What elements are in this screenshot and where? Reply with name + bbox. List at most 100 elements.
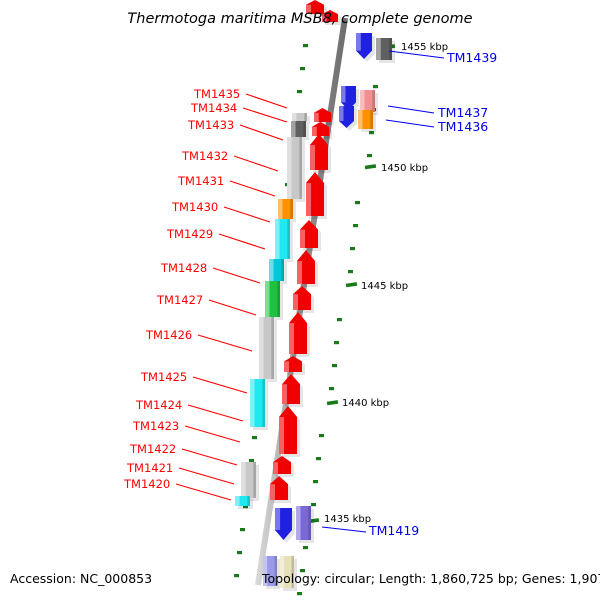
gene-glyph-red-1-highlight: [312, 126, 317, 136]
ruler-tick-minor: [367, 154, 372, 158]
ruler-tick-minor: [350, 247, 355, 251]
gene-glyph-red-7-highlight: [289, 323, 295, 354]
gene-glyph-red-12[interactable]: [270, 476, 288, 500]
gene-glyph-red-11[interactable]: [273, 456, 291, 474]
ruler-tick-minor: [329, 387, 334, 391]
gene-glyph-inner-4[interactable]: [275, 219, 290, 259]
gene-label-TM1439[interactable]: TM1439: [446, 50, 497, 65]
gene-glyph-red-10[interactable]: [279, 406, 297, 454]
gene-glyph-TM1419b-box[interactable]: [296, 506, 311, 540]
ruler-label: 1435 kbp: [324, 514, 371, 525]
gene-glyph-TM1440-arrow[interactable]: [356, 33, 372, 59]
gene-glyph-red-0[interactable]: [314, 108, 331, 122]
gene-glyph-TM1436-box[interactable]: [358, 110, 373, 129]
gene-glyph-inner-9-highlight: [241, 462, 246, 498]
gene-feature-column-right[interactable]: [263, 33, 395, 591]
gene-label-TM1426[interactable]: TM1426: [145, 328, 192, 342]
gene-feature-column-red-top[interactable]: [306, 0, 341, 25]
gene-glyph-inner-5-shade: [281, 259, 284, 281]
gene-glyph-red-6-highlight: [293, 294, 299, 310]
gene-label-TM1422[interactable]: TM1422: [129, 442, 176, 456]
gene-label-TM1436[interactable]: TM1436: [437, 119, 488, 134]
gene-glyph-inner-10-shade: [247, 496, 250, 506]
gene-label-TM1425[interactable]: TM1425: [140, 370, 187, 384]
gene-glyph-red-3[interactable]: [306, 172, 324, 216]
gene-label-TM1420[interactable]: TM1420: [123, 477, 170, 491]
gene-label-TM1423[interactable]: TM1423: [132, 419, 179, 433]
gene-glyph-inner-5[interactable]: [269, 259, 284, 281]
gene-glyph-TM1417-box[interactable]: [280, 556, 294, 588]
gene-label-TM1432[interactable]: TM1432: [181, 149, 228, 163]
gene-glyph-red-5[interactable]: [297, 250, 315, 284]
gene-glyph-inner-1[interactable]: [291, 121, 306, 137]
gene-label-TM1424[interactable]: TM1424: [135, 398, 182, 412]
gene-label-TM1434[interactable]: TM1434: [190, 101, 237, 115]
gene-glyph-inner-2-shade: [299, 137, 302, 199]
ruler-tick-minor: [311, 503, 316, 507]
gene-glyph-inner-6[interactable]: [265, 281, 280, 317]
gene-glyph-red-9[interactable]: [282, 374, 300, 404]
gene-label-TM1428[interactable]: TM1428: [160, 261, 207, 275]
gene-glyph-inner-3[interactable]: [278, 199, 293, 219]
gene-glyph-TM1438b-arrow[interactable]: [339, 106, 354, 128]
gene-glyph-TM1437-box-shade: [372, 90, 375, 112]
label-leader-lines-left: [175, 93, 288, 501]
gene-label-TM1435[interactable]: TM1435: [193, 87, 240, 101]
leader-line-right-3: [321, 526, 367, 533]
gene-label-TM1430[interactable]: TM1430: [171, 200, 218, 214]
gene-glyph-red-top-1[interactable]: [306, 0, 324, 14]
leader-line-right-2: [385, 119, 435, 128]
gene-glyph-red-6[interactable]: [293, 286, 311, 310]
gene-label-TM1433[interactable]: TM1433: [187, 118, 234, 132]
gene-label-TM1437[interactable]: TM1437: [437, 105, 488, 120]
gene-glyph-inner-4-shade: [287, 219, 290, 259]
leader-line-left-5: [223, 206, 271, 223]
ruler-tick-major: [364, 164, 377, 170]
leader-line-left-7: [212, 267, 261, 284]
gene-glyph-red-4[interactable]: [300, 220, 318, 248]
ruler-label: 1440 kbp: [342, 398, 389, 409]
gene-glyph-TM1438-arrow[interactable]: [341, 86, 356, 110]
gene-glyph-TM1440-arrow-highlight: [356, 33, 361, 51]
gene-label-TM1427[interactable]: TM1427: [156, 293, 203, 307]
gene-glyph-inner-7[interactable]: [259, 317, 274, 379]
gene-glyph-TM1437-box[interactable]: [360, 90, 375, 112]
gene-glyph-red-8[interactable]: [284, 356, 302, 372]
gene-glyph-inner-6-shade: [277, 281, 280, 317]
gene-glyph-inner-8[interactable]: [250, 379, 265, 427]
gene-glyph-inner-0-highlight: [292, 113, 297, 121]
gene-glyph-red-top-0[interactable]: [322, 10, 338, 22]
gene-feature-column-red[interactable]: [270, 108, 334, 503]
gene-glyph-red-1[interactable]: [312, 122, 329, 136]
gene-glyph-inner-0[interactable]: [292, 113, 307, 121]
ruler-tick-minor: [240, 528, 245, 532]
gene-glyph-TM1439-box[interactable]: [376, 38, 392, 60]
gene-label-TM1429[interactable]: TM1429: [166, 227, 213, 241]
leader-line-left-0: [245, 93, 288, 109]
gene-glyph-inner-2[interactable]: [287, 137, 302, 199]
gene-label-TM1419[interactable]: TM1419: [368, 523, 419, 538]
gene-glyph-red-2[interactable]: [310, 134, 328, 170]
gene-glyph-TM1436-box-shade: [370, 110, 373, 129]
leader-line-left-4: [229, 180, 276, 197]
gene-glyph-red-3-highlight: [306, 183, 312, 216]
gene-glyph-inner-8-highlight: [250, 379, 255, 427]
gene-glyph-inner-4-highlight: [275, 219, 280, 259]
ruler-tick-minor: [237, 551, 242, 555]
gene-glyph-TM1418-box[interactable]: [263, 556, 277, 586]
gene-feature-column-inner[interactable]: [235, 113, 310, 509]
gene-glyph-inner-9[interactable]: [241, 462, 256, 498]
gene-glyph-TM1419-arrow[interactable]: [275, 508, 292, 540]
gene-glyph-inner-10[interactable]: [235, 496, 250, 506]
leader-line-left-8: [208, 299, 257, 316]
gene-label-TM1421[interactable]: TM1421: [126, 461, 173, 475]
gene-label-TM1431[interactable]: TM1431: [177, 174, 224, 188]
gene-glyph-TM1417-box-highlight: [280, 556, 285, 588]
gene-glyph-red-2-highlight: [310, 145, 316, 170]
leader-line-left-15: [175, 483, 232, 501]
gene-glyph-red-7[interactable]: [289, 312, 307, 354]
